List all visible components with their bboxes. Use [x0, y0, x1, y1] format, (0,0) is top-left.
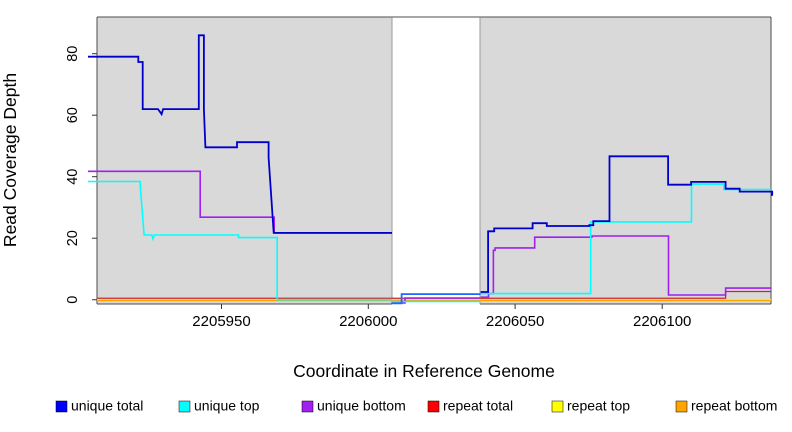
svg-text:2206100: 2206100	[633, 313, 691, 330]
svg-text:0: 0	[65, 296, 81, 304]
svg-text:unique top: unique top	[194, 398, 260, 414]
svg-text:repeat total: repeat total	[443, 398, 513, 414]
svg-text:60: 60	[65, 107, 81, 123]
svg-text:80: 80	[65, 46, 81, 62]
svg-text:2206050: 2206050	[486, 313, 544, 330]
svg-text:Coordinate in Reference Genome: Coordinate in Reference Genome	[293, 361, 555, 381]
svg-text:unique bottom: unique bottom	[317, 398, 406, 414]
svg-text:repeat top: repeat top	[567, 398, 630, 414]
svg-text:repeat bottom: repeat bottom	[691, 398, 777, 414]
svg-text:40: 40	[65, 169, 81, 185]
svg-text:20: 20	[65, 230, 81, 246]
svg-text:unique total: unique total	[71, 398, 143, 414]
svg-text:Read Coverage Depth: Read Coverage Depth	[0, 73, 20, 247]
svg-text:2206000: 2206000	[339, 313, 397, 330]
svg-text:2205950: 2205950	[192, 313, 250, 330]
